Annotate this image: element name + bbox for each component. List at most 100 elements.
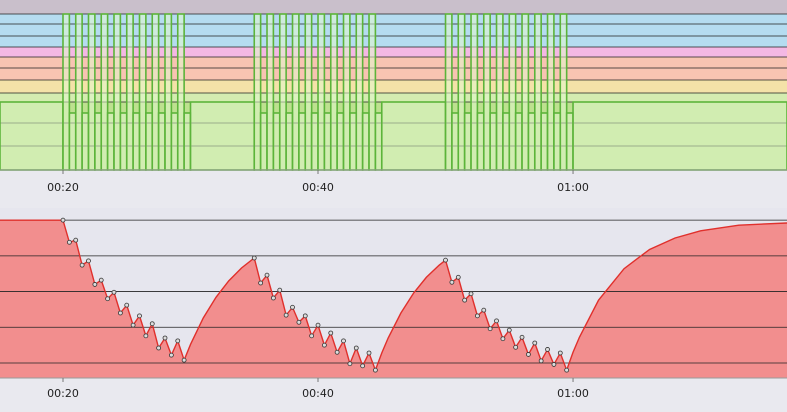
power-step [521,13,530,171]
point-marker [545,347,550,352]
point-marker [449,279,455,285]
zone-band [0,93,787,102]
point-marker [181,357,187,363]
power-step [62,13,71,171]
point-marker [443,257,448,263]
zone-band [0,47,787,57]
power-step [68,112,77,171]
power-step [368,13,377,171]
power-step [304,13,313,171]
power-step [310,112,319,171]
point-marker [290,304,295,310]
power-step [132,112,141,171]
power-step [94,112,103,171]
zone-band [0,57,787,80]
power-step [444,13,453,171]
point-marker [264,272,270,278]
power-step [336,112,345,171]
power-step [298,112,307,171]
point-marker [328,330,334,336]
x-tick-label: 00:40 [302,387,334,400]
power-step [317,13,326,171]
point-marker [526,352,531,357]
power-step [451,112,460,171]
point-marker [296,319,302,325]
point-marker [86,258,91,264]
power-step [253,13,262,171]
power-step [74,13,83,171]
point-marker [494,318,499,324]
power-step [565,112,574,171]
power-step [374,112,383,171]
power-step [489,112,498,171]
point-marker [519,334,525,340]
power-step [119,112,128,171]
power-step [355,13,364,171]
point-marker [175,338,181,344]
point-marker [277,287,283,293]
power-step [100,13,109,171]
point-marker [258,280,264,286]
power-step [463,112,472,171]
point-marker [487,326,493,332]
power-step [527,112,536,171]
power-step [0,101,64,171]
power-step [176,13,185,171]
point-marker [481,307,487,313]
power-step [291,13,300,171]
power-step [278,13,287,171]
power-step [189,101,256,171]
point-marker [111,289,117,295]
power-step [380,101,447,171]
power-step [125,13,134,171]
point-marker [513,344,519,350]
point-marker [283,312,289,318]
point-marker [551,362,557,367]
point-marker [334,349,340,355]
power-step [553,112,562,171]
power-step [361,112,370,171]
power-step [145,112,154,171]
area-fill [0,220,787,378]
point-marker [79,262,85,268]
power-step [164,13,173,171]
point-marker [309,333,315,339]
point-marker [124,302,130,308]
power-step [559,13,568,171]
point-marker [270,295,276,301]
power-step [546,13,555,171]
point-marker [315,322,321,328]
point-marker [347,361,353,367]
x-tick-label: 01:00 [557,181,589,194]
power-step [470,13,479,171]
power-step [138,13,147,171]
point-marker [130,322,136,328]
power-step [81,112,90,171]
power-step [157,112,166,171]
point-marker [143,333,149,339]
point-marker [564,367,570,373]
power-step [508,13,517,171]
point-marker [341,338,346,344]
point-marker [302,313,308,319]
point-marker [455,274,461,280]
power-step [87,13,96,171]
power-step [502,112,511,171]
point-marker [66,239,72,245]
power-step [572,101,787,171]
x-tick-label: 00:20 [47,181,79,194]
power-step [342,13,351,171]
power-step [495,13,504,171]
point-marker [156,345,162,351]
power-step [113,13,122,171]
power-step [482,13,491,171]
power-step [272,112,281,171]
point-marker [532,340,538,346]
point-marker [92,282,98,287]
power-step [349,112,358,171]
point-marker [117,310,123,316]
point-marker [353,345,359,351]
point-marker [251,255,257,261]
point-marker [506,327,512,333]
